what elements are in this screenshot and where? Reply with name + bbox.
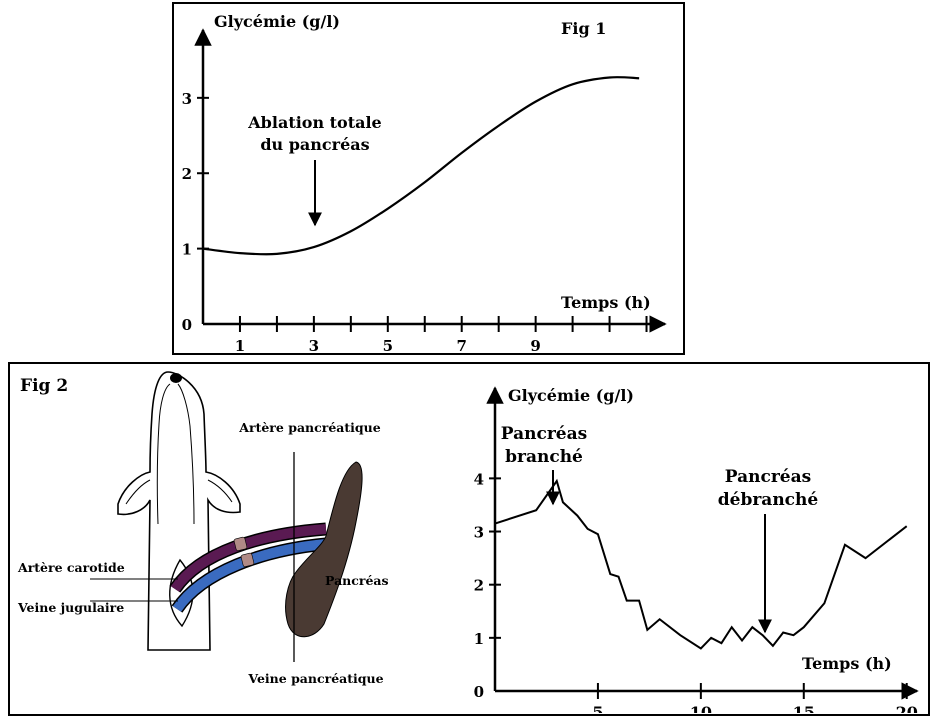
experiment-diagram: Artère pancréatique Artère carotide Vein… [17,371,389,686]
fig2-x-tick-label: 15 [793,703,815,713]
dog-ear-left [125,479,151,505]
fig2-x-tick-label: 5 [592,703,603,713]
fig2-y-tick-label: 4 [474,470,484,488]
fig1-x-tick-label: 5 [383,337,393,352]
fig2-chart: 5 10 15 20 1 2 3 4 0 Glycémie (g/l) Temps (h) Pa… [474,386,919,713]
vein-clamp [240,552,255,567]
dog-inner-outline [156,383,195,525]
fig2-y-tick-label: 2 [474,577,484,595]
artery-clamp [233,536,248,551]
label-veine-jugulaire: Veine jugulaire [17,600,124,615]
fig1-y-tick-label: 2 [182,165,192,183]
label-artere-carotide: Artère carotide [17,560,125,575]
fig1-y-tick-label: 1 [182,241,192,259]
fig2-x-tick-label: 10 [690,703,712,713]
fig1-origin-label: 0 [182,316,192,334]
pancreas-organ [285,461,363,638]
fig2-x-tick-label: 20 [896,703,918,713]
fig2-figure: Fig 2 Artère pancréatique [17,371,919,713]
dog-nose-icon [170,373,182,383]
fig2-y-label: Glycémie (g/l) [508,386,634,405]
fig2-y-tick-label: 1 [474,630,484,648]
fig1-annotation-line-1: Ablation totale [247,113,381,132]
fig1-x-tick-label: 7 [457,337,467,352]
fig2-annotation2-line-2: débranché [718,490,819,510]
fig1-chart: 1 3 5 7 9 1 2 3 0 Glycémie (g/l) Fig 1 Temps (h)… [182,12,667,352]
fig2-label: Fig 2 [20,376,68,396]
fig2-x-label: Temps (h) [802,654,892,673]
label-artere-pancreatique: Artère pancréatique [238,420,380,435]
fig2-glycemia-curve [494,478,908,650]
fig1-glycemia-curve [202,76,640,256]
fig2-annotation1-line-1: Pancréas [501,424,587,444]
fig2-annotation1-line-2: branché [505,447,583,467]
label-veine-pancreatique: Veine pancréatique [247,671,383,686]
dog-body-outline [117,371,241,651]
fig1-panel: 1 3 5 7 9 1 2 3 0 Glycémie (g/l) Fig 1 Temps (h)… [172,2,685,355]
fig2-y-tick-label: 3 [474,524,484,542]
fig2-panel: Fig 2 Artère pancréatique [8,362,930,716]
fig1-label: Fig 1 [561,19,606,38]
fig1-axes [194,28,667,333]
fig2-origin-label: 0 [474,683,484,701]
dog-ear-right [207,479,233,503]
fig1-y-tick-label: 3 [182,90,192,108]
fig1-x-tick-label: 9 [530,337,540,352]
fig1-x-tick-label: 1 [235,337,245,352]
fig2-annotation2-line-1: Pancréas [725,467,811,487]
fig1-x-tick-label: 3 [309,337,319,352]
fig1-y-label: Glycémie (g/l) [214,12,340,31]
fig1-annotation-line-2: du pancréas [260,135,369,154]
label-pancreas: Pancréas [325,573,389,588]
fig1-x-label: Temps (h) [561,293,651,312]
